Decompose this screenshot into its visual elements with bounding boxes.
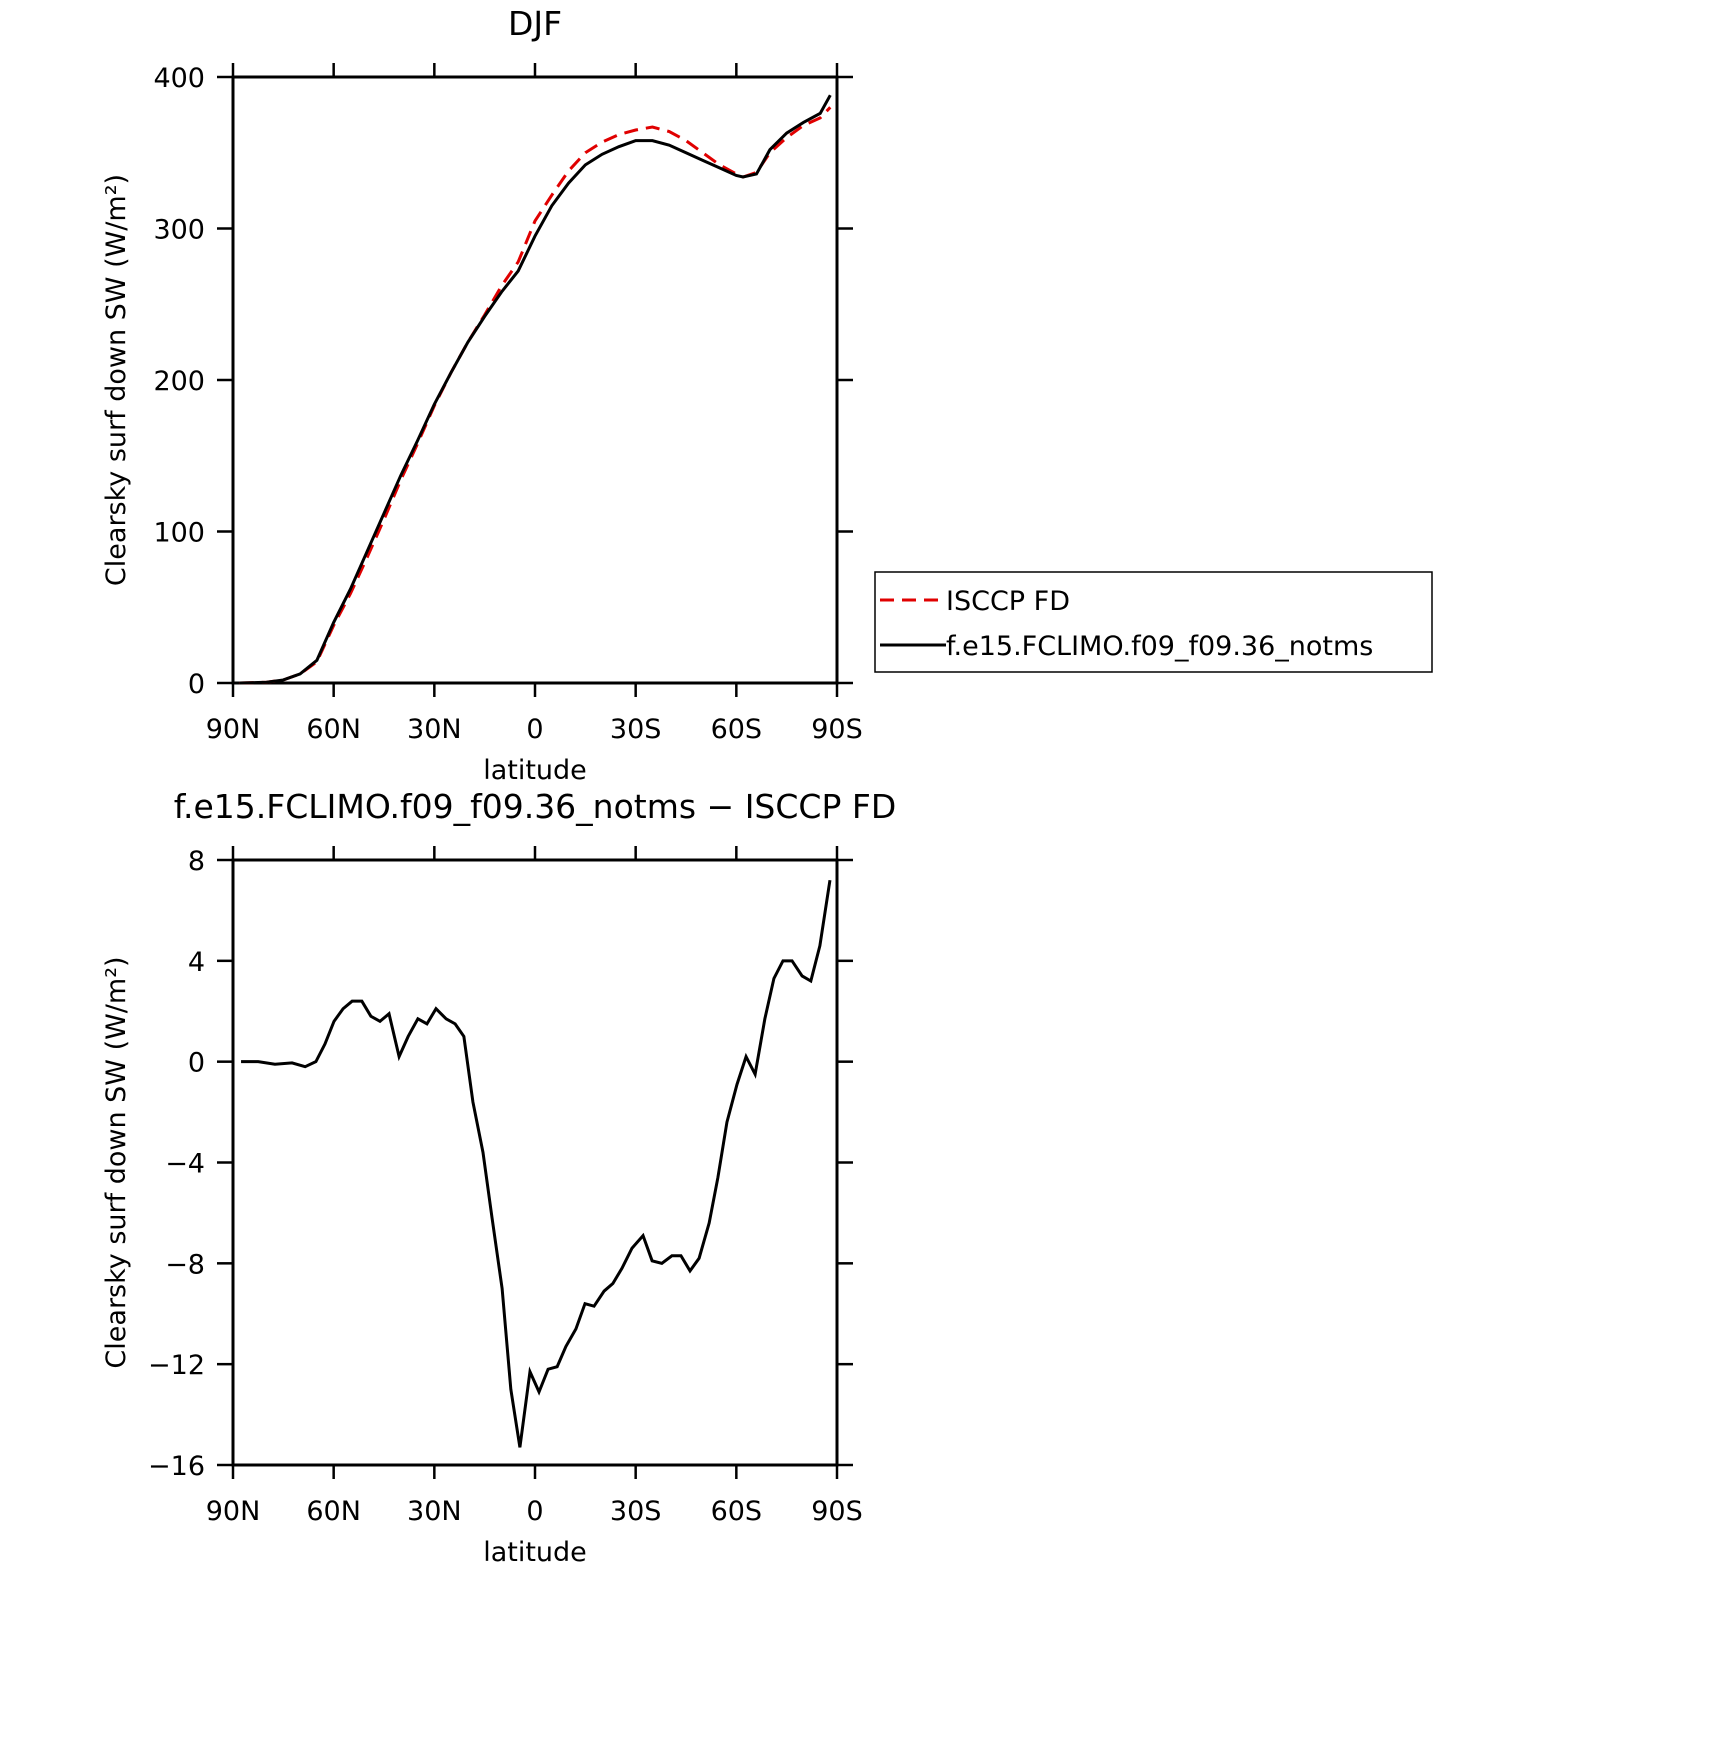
- y-tick-label: 0: [188, 1048, 205, 1079]
- x-tick-label: 30S: [610, 714, 662, 745]
- y-tick-label: −12: [148, 1350, 205, 1381]
- x-tick-label: 60N: [306, 1496, 361, 1527]
- plot-frame: [231, 75, 839, 685]
- chart-title: DJF: [508, 4, 562, 43]
- data-line: [239, 106, 832, 685]
- x-tick-label: 60S: [711, 714, 763, 745]
- x-tick-label: 90N: [206, 714, 261, 745]
- legend-label: ISCCP FD: [946, 586, 1070, 617]
- y-tick-label: 200: [153, 366, 205, 397]
- x-axis-label: latitude: [483, 755, 587, 786]
- x-tick-label: 30N: [407, 1496, 462, 1527]
- legend-box: [874, 571, 1433, 673]
- y-tick-label: 8: [188, 846, 205, 877]
- y-tick-label: 4: [188, 947, 205, 978]
- x-tick-label: 90N: [206, 1496, 261, 1527]
- x-axis-label: latitude: [483, 1537, 587, 1568]
- x-tick-label: 60N: [306, 714, 361, 745]
- plot-frame: [231, 858, 839, 1467]
- x-tick-label: 30S: [610, 1496, 662, 1527]
- x-tick-label: 0: [526, 714, 543, 745]
- x-tick-label: 30N: [407, 714, 462, 745]
- y-axis-label: Clearsky surf down SW (W/m²): [101, 956, 132, 1368]
- y-tick-label: 100: [153, 518, 205, 549]
- y-tick-label: 0: [188, 669, 205, 700]
- y-axis-label: Clearsky surf down SW (W/m²): [101, 174, 132, 586]
- y-tick-label: 300: [153, 215, 205, 246]
- legend-label: f.e15.FCLIMO.f09_f09.36_notms: [946, 631, 1373, 662]
- y-tick-label: −16: [148, 1451, 205, 1482]
- chart-title: f.e15.FCLIMO.f09_f09.36_notms − ISCCP FD: [174, 787, 897, 826]
- x-tick-label: 0: [526, 1496, 543, 1527]
- y-tick-label: 400: [153, 63, 205, 94]
- data-line: [239, 94, 832, 685]
- x-tick-label: 60S: [711, 1496, 763, 1527]
- x-tick-label: 90S: [811, 714, 863, 745]
- y-tick-label: −8: [165, 1249, 205, 1280]
- data-line: [241, 879, 832, 1448]
- y-tick-label: −4: [165, 1149, 205, 1180]
- x-tick-label: 90S: [811, 1496, 863, 1527]
